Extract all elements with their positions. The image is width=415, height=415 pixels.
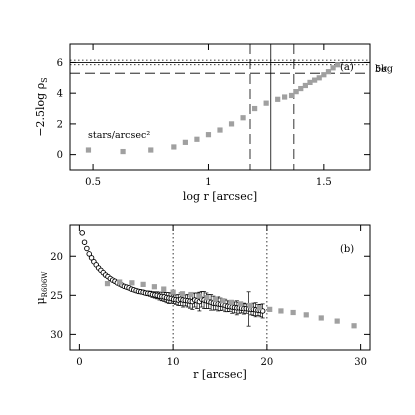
panel-b-ytick-label: 30 (50, 330, 63, 341)
panel-b-point-s1 (117, 279, 123, 285)
panel-b-frame (69, 224, 371, 351)
panel-a-point-s0 (335, 62, 341, 68)
panel-b-point-s0 (88, 255, 95, 261)
panel-a-point-s0 (275, 96, 281, 102)
panel-b-point-s1 (188, 291, 194, 298)
panel-b-marks (79, 225, 357, 350)
panel-b-point-s1 (220, 298, 226, 304)
panel-b-xtick-label: 20 (261, 357, 274, 368)
panel-b-point-s1 (196, 293, 202, 299)
panel-a-point-s0 (182, 139, 188, 145)
panel-a-point-s0 (321, 72, 327, 78)
panel-a-point-s0 (85, 147, 92, 153)
panel-b-point-s1 (303, 312, 309, 318)
panel-b-point-s1 (129, 280, 135, 286)
panel-b-point-s1 (256, 305, 262, 311)
panel-b-point-s1 (351, 323, 357, 329)
panel-a-point-s0 (282, 94, 288, 100)
panel-b-point-s1 (161, 286, 167, 292)
panel-b-xtick-label: 10 (167, 357, 180, 368)
panel-b-point-s1 (140, 281, 146, 287)
panel-a-xtick-label: 0.5 (85, 177, 101, 188)
panel-b-point-s1 (228, 299, 234, 305)
panel-a-ytick-label: 4 (57, 89, 63, 100)
panel-a-ytick-label: 0 (57, 150, 63, 161)
panel-a-ytick-label: 6 (57, 58, 63, 69)
panel-b-xlabel: r [arcsec] (193, 368, 247, 381)
panel-a-xtick-label: 1 (205, 177, 211, 188)
panel-a-point-s0 (120, 148, 126, 155)
panel-a-point-s0 (316, 75, 322, 81)
panel-b-ylabel-sub: R606W (41, 271, 49, 298)
panel-a-point-s0 (252, 105, 258, 112)
panel-b-point-s1 (212, 296, 218, 302)
panel-b-ytick-label: 25 (50, 291, 63, 302)
panel-b-point-s0 (79, 230, 85, 236)
panel-b-point-s1 (151, 284, 157, 290)
panel-b-point-s1 (170, 289, 176, 295)
panel-a-xtick-label: 1.5 (316, 177, 332, 188)
panel-a-point-s0 (288, 92, 295, 99)
panel-b-ylabel: μR606W (34, 271, 49, 305)
panel-a-point-s0 (293, 89, 299, 95)
panel-a-point-s0 (298, 85, 304, 92)
panel-a-point-s0 (205, 132, 212, 138)
panel-b-point-s0 (84, 245, 90, 252)
panel-b-point-s1 (278, 308, 284, 314)
panel-a-xlabel: log r [arcsec] (183, 190, 257, 203)
panel-a-point-s0 (217, 127, 223, 133)
panel-a-point-s0 (325, 69, 332, 75)
panel-a-point-s0 (228, 121, 235, 127)
panel-b-xtick-label: 30 (354, 357, 367, 368)
panel-b-ylabel-main: μ (34, 297, 47, 304)
panel-b-ytick-label: 20 (50, 252, 63, 263)
panel-b-point-s1 (104, 280, 111, 287)
panel-b-xtick-label: 0 (76, 357, 82, 368)
panel-b-label: (b) (340, 244, 354, 255)
panel-a-annotation: stars/arcsec² (88, 130, 150, 141)
panel-b-point-s1 (204, 295, 210, 301)
panel-a-point-s0 (312, 77, 318, 83)
panel-b-plot: 0 10 20 30 20 25 30 (b) r [arcsec] μR606W (34, 224, 371, 381)
panel-a-ylabel-main: −2.5log ρ (34, 83, 47, 137)
panel-b-point-s1 (318, 315, 324, 321)
panel-a-hline-label-2: bkg (375, 63, 393, 74)
panel-b-point-s0 (81, 239, 88, 245)
panel-a-point-s0 (263, 100, 269, 106)
panel-a-point-s0 (302, 82, 308, 89)
panel-a-point-s0 (240, 115, 246, 121)
panel-b-point-s1 (334, 318, 340, 324)
panel-b-point-s1 (238, 301, 244, 307)
panel-b-ticks: 0 10 20 30 20 25 30 (50, 225, 370, 368)
panel-a-frame (69, 43, 371, 171)
panel-b-point-s1 (290, 309, 296, 316)
panel-a-ticks: 0.5 1 1.5 0 2 4 6 (57, 44, 370, 188)
panel-a-point-s0 (171, 144, 177, 150)
panel-a-ylabel: −2.5log ρS (34, 77, 49, 136)
panel-a-point-s0 (148, 147, 154, 153)
panel-b-point-s0 (86, 251, 92, 257)
panel-a-point-s0 (307, 79, 313, 86)
panel-a-label: (a) (340, 62, 354, 73)
panel-a-ytick-label: 2 (57, 119, 63, 130)
panel-a-hline-label-0: 5σ (375, 64, 388, 75)
panel-b-point-s1 (179, 291, 186, 297)
panel-a-point-s0 (330, 65, 336, 71)
panel-a-point-s0 (194, 136, 200, 142)
panel-a-ylabel-sub: S (40, 77, 49, 82)
panel-b-point-s1 (267, 306, 273, 312)
panel-b-point-s1 (247, 302, 253, 309)
